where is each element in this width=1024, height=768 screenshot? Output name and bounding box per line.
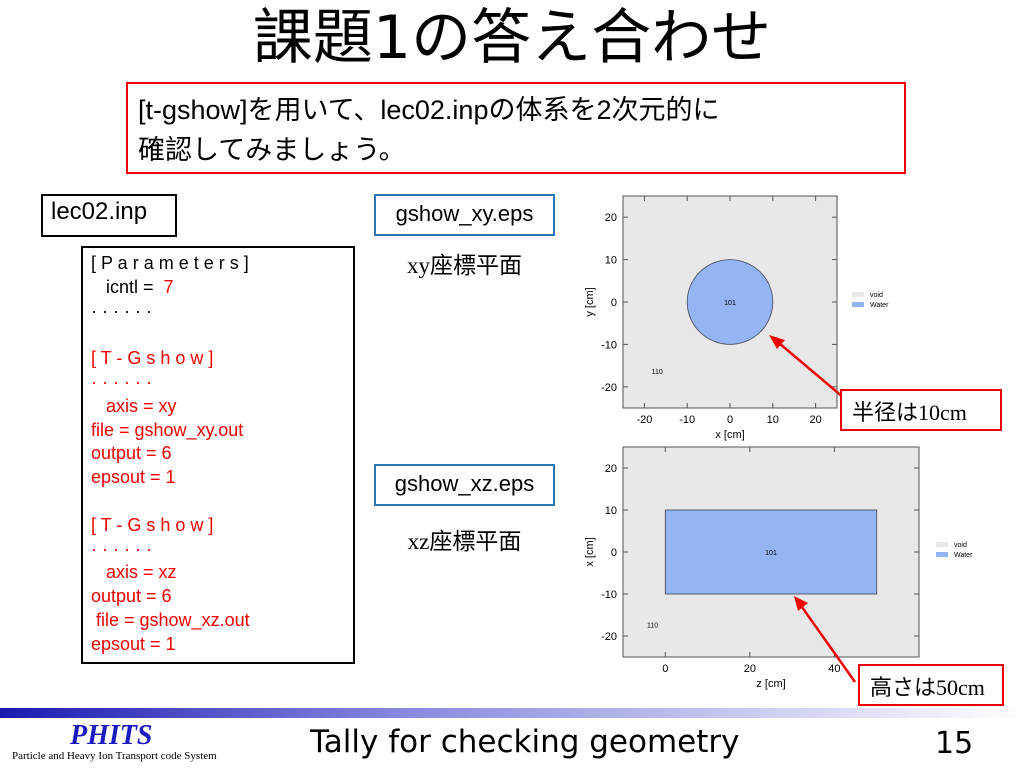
arrow-height [795, 599, 857, 683]
y-tick-label: 0 [611, 547, 617, 559]
cell-label: 101 [724, 300, 736, 307]
task-line-1: [t-gshow]を用いて、lec02.inpの体系を2次元的に [138, 95, 720, 125]
x-axis-label: z [cm] [756, 678, 785, 690]
code-text: output = 6 [91, 443, 172, 464]
code-text: [ T - G s h o w ] [91, 348, 214, 369]
code-line: axis = xz [91, 561, 345, 585]
legend-label: void [954, 542, 967, 549]
legend-swatch [936, 542, 948, 547]
legend-swatch [852, 302, 864, 307]
code-box: [ P a r a m e t e r s ] icntl = 7 · · · ·… [81, 246, 355, 664]
y-tick-label: 10 [605, 505, 617, 517]
cell-label: 101 [765, 550, 777, 557]
x-tick-label: 10 [767, 414, 779, 426]
code-line: [ T - G s h o w ] [91, 347, 345, 371]
code-text: · · · · · · [91, 300, 152, 321]
code-line: [ T - G s h o w ] [91, 514, 345, 538]
y-tick-label: -20 [601, 382, 617, 394]
code-line: output = 6 [91, 585, 345, 609]
code-text: icntl = [91, 276, 164, 297]
y-tick-label: 20 [605, 212, 617, 224]
region-label: 110 [647, 623, 658, 630]
height-callout: 高さは50cm [858, 664, 1004, 706]
code-text: axis = xy [91, 395, 177, 416]
code-line: icntl = 7 [91, 276, 345, 300]
water-circle [686, 259, 774, 345]
y-tick-label: -10 [601, 589, 617, 601]
code-line: file = gshow_xz.out [91, 609, 345, 633]
phits-logo-subtitle: Particle and Heavy Ion Transport code Sy… [12, 750, 217, 762]
page-number: 15 [935, 726, 974, 761]
y-axis-label: x [cm] [584, 537, 596, 566]
x-tick-label: 0 [727, 414, 733, 426]
legend-swatch [936, 552, 948, 557]
y-tick-label: 20 [605, 463, 617, 475]
footer-bar [0, 708, 1024, 718]
code-value: 7 [163, 276, 174, 297]
phits-logo: PHITS [70, 720, 153, 751]
code-text: [ T - G s h o w ] [91, 514, 214, 535]
legend-label: Water [870, 302, 889, 309]
y-tick-label: -10 [601, 339, 617, 351]
x-axis-label: x [cm] [715, 429, 744, 441]
arrowhead [769, 335, 785, 349]
xy-plane-label: xy座標平面 [407, 253, 522, 278]
code-text: · · · · · · [91, 538, 152, 559]
code-line: epsout = 1 [91, 466, 345, 490]
code-line: axis = xy [91, 395, 345, 419]
legend-swatch [852, 292, 864, 297]
x-tick-label: 20 [744, 663, 756, 675]
eps-xy-label: gshow_xy.eps [374, 194, 555, 236]
water-rect [664, 509, 878, 595]
x-tick-label: 40 [828, 663, 840, 675]
legend-label: void [870, 292, 883, 299]
arrowhead [794, 596, 808, 611]
legend-label: Water [954, 552, 973, 559]
task-line-2: 確認してみましょう。 [138, 135, 406, 165]
arrow-radius [772, 337, 851, 404]
code-text: axis = xz [91, 562, 177, 583]
footer-title: Tally for checking geometry [310, 724, 740, 760]
code-text: output = 6 [91, 586, 172, 607]
x-tick-label: -20 [636, 414, 652, 426]
task-box: [t-gshow]を用いて、lec02.inpの体系を2次元的に 確認してみまし… [126, 82, 906, 174]
code-text: file = gshow_xy.out [91, 419, 244, 440]
code-line: epsout = 1 [91, 633, 345, 657]
code-line: · · · · · · [91, 371, 345, 395]
code-text: epsout = 1 [91, 633, 176, 654]
input-file-label: lec02.inp [41, 194, 177, 237]
region-label: 110 [652, 369, 663, 376]
code-line: file = gshow_xy.out [91, 419, 345, 443]
code-text: [ P a r a m e t e r s ] [91, 253, 249, 273]
y-tick-label: -20 [601, 631, 617, 643]
code-line: · · · · · · [91, 538, 345, 562]
code-line: [ P a r a m e t e r s ] [91, 252, 345, 276]
slide-title: 課題1の答え合わせ [252, 3, 772, 73]
xz-plane-label: xz座標平面 [407, 529, 522, 554]
code-text: epsout = 1 [91, 467, 176, 488]
code-line: output = 6 [91, 442, 345, 466]
code-text: file = gshow_xz.out [91, 609, 250, 630]
y-tick-label: 0 [611, 297, 617, 309]
x-tick-label: 0 [662, 663, 668, 675]
y-axis-label: y [cm] [584, 287, 596, 316]
x-tick-label: -10 [679, 414, 695, 426]
radius-callout: 半径は10cm [840, 389, 1002, 431]
eps-xz-label: gshow_xz.eps [374, 464, 555, 506]
code-text: · · · · · · [91, 371, 152, 392]
code-line: · · · · · · [91, 300, 345, 324]
x-tick-label: 20 [809, 414, 821, 426]
y-tick-label: 10 [605, 255, 617, 267]
